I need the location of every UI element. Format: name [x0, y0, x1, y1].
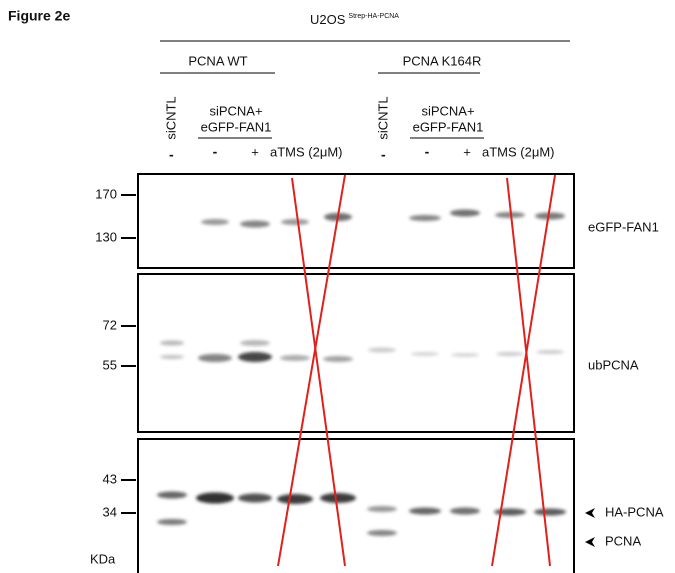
- marker-label: 130: [95, 229, 117, 244]
- marker-label: 43: [103, 471, 117, 486]
- lane-sign: -: [425, 144, 430, 160]
- lane-sign: -: [213, 144, 218, 160]
- marker-label: 55: [103, 357, 117, 372]
- figure-label: Figure 2e: [8, 8, 70, 24]
- lane-sign: +: [251, 144, 259, 159]
- group-label: PCNA WT: [188, 53, 247, 68]
- treatment-label: eGFP-FAN1: [413, 119, 484, 134]
- figure: Figure 2e U2OSStrep-HA-PCNA PCNA WT siCNT…: [0, 0, 675, 573]
- treatment-label: siPCNA+: [209, 103, 262, 118]
- panel-label: eGFP-FAN1: [588, 219, 659, 234]
- panel-label: PCNA: [605, 533, 641, 548]
- treatment-label: eGFP-FAN1: [201, 119, 272, 134]
- group-label: PCNA K164R: [403, 53, 482, 68]
- marker-label: 170: [95, 186, 117, 201]
- inhibitor-label: aTMS (2μM): [270, 144, 343, 159]
- lane-label: siCNTL: [375, 96, 390, 139]
- lane-label: siCNTL: [163, 96, 178, 139]
- inhibitor-label: aTMS (2μM): [482, 144, 555, 159]
- marker-label: 34: [103, 504, 117, 519]
- lane-sign: -: [169, 147, 174, 163]
- lane-sign: +: [463, 144, 471, 159]
- arrow: [585, 537, 595, 547]
- cell-line-name: U2OS: [310, 12, 346, 27]
- panel-label: ubPCNA: [588, 357, 639, 372]
- panel-label: HA-PCNA: [605, 504, 664, 519]
- unit-label: KDa: [90, 551, 116, 566]
- treatment-label: siPCNA+: [421, 103, 474, 118]
- marker-label: 72: [103, 317, 117, 332]
- arrow: [585, 508, 595, 518]
- lane-sign: -: [381, 147, 386, 163]
- cell-line-superscript: Strep-HA-PCNA: [348, 13, 399, 20]
